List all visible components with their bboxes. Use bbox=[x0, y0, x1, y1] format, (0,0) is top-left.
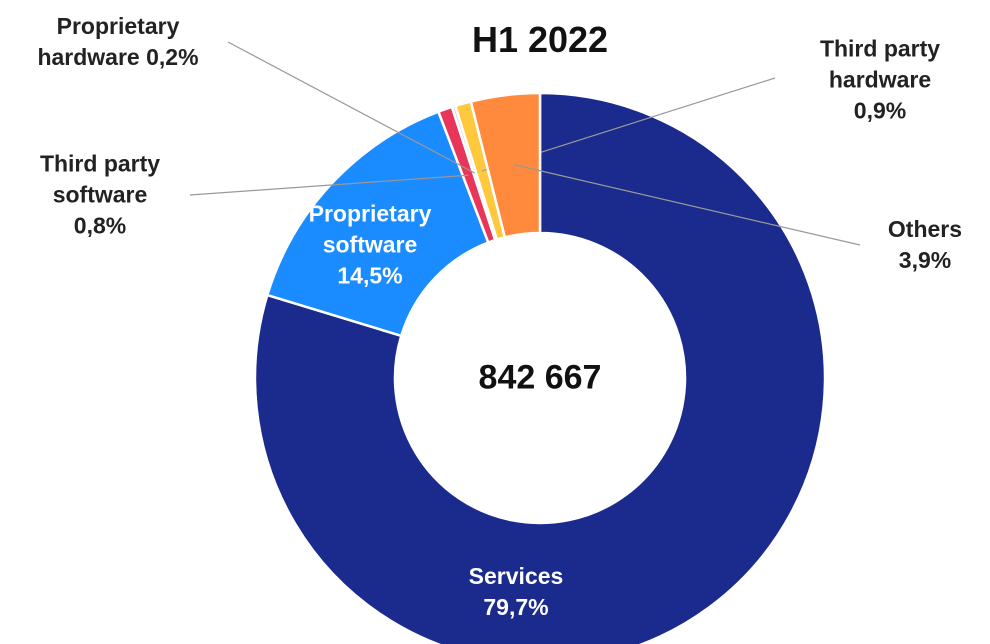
leader-line bbox=[227, 41, 476, 174]
value-label: 0,2% bbox=[146, 44, 199, 70]
slice bbox=[469, 91, 542, 239]
center-label: 842 667 bbox=[478, 358, 602, 397]
slice bbox=[265, 110, 490, 338]
value-label: 0,9% bbox=[853, 97, 907, 124]
value-label: 0,8% bbox=[73, 212, 127, 239]
slice-label: Proprietary software 14,5% bbox=[295, 199, 445, 292]
slice-label: Third party software 0,8% bbox=[25, 149, 175, 242]
category-label: Third party hardware bbox=[819, 35, 941, 93]
slice-label: Proprietary hardware 0,2% bbox=[18, 11, 218, 73]
slice-label: Others 3,9% bbox=[875, 214, 975, 276]
chart-title: H1 2022 bbox=[471, 19, 609, 60]
category-label: Proprietary software bbox=[308, 200, 432, 258]
value-label: 79,7% bbox=[483, 594, 549, 620]
value-label: 3,9% bbox=[898, 247, 952, 273]
category-label: Third party software bbox=[39, 150, 161, 208]
value-label: 14,5% bbox=[337, 262, 403, 289]
slice bbox=[253, 91, 827, 644]
category-label: Proprietary hardware bbox=[37, 13, 180, 70]
leader-line bbox=[189, 174, 469, 196]
leader-line bbox=[513, 164, 861, 246]
slice-label: Third party hardware 0,9% bbox=[808, 34, 953, 127]
category-label: Services bbox=[468, 563, 564, 589]
slice-label: Services 79,7% bbox=[441, 561, 591, 623]
category-label: Others bbox=[887, 216, 963, 242]
